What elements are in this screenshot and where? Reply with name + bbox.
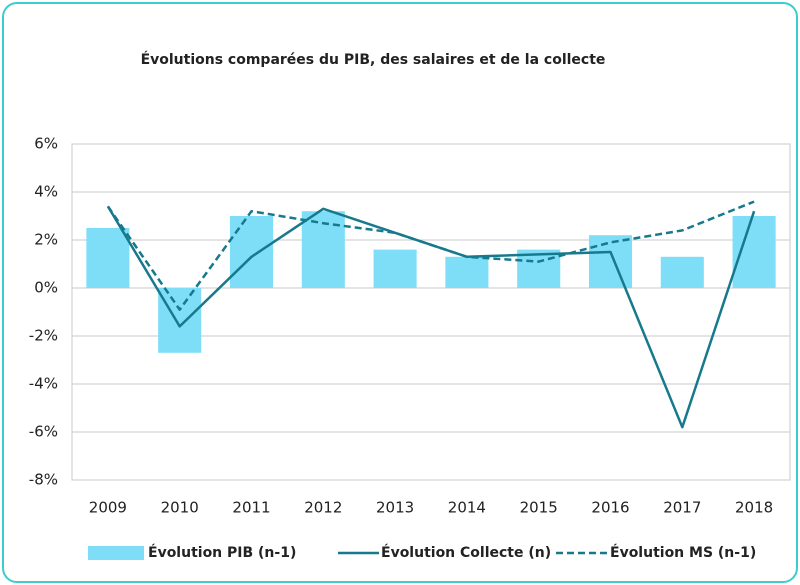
bar	[158, 288, 202, 353]
legend-label: Évolution PIB (n-1)	[148, 544, 296, 561]
x-tick-label: 2016	[591, 499, 629, 517]
y-tick-label: 4%	[34, 183, 58, 201]
x-tick-label: 2017	[663, 499, 701, 517]
y-tick-label: -8%	[29, 471, 58, 489]
legend-swatch	[88, 546, 144, 560]
line-series	[106, 200, 755, 311]
chart-title: Évolutions comparées du PIB, des salaire…	[141, 51, 606, 68]
bar	[588, 235, 633, 288]
bar	[445, 256, 489, 288]
y-tick-label: 2%	[34, 231, 58, 249]
y-tick-label: 6%	[34, 135, 58, 153]
x-tick-label: 2009	[89, 499, 127, 517]
y-tick-label: -6%	[29, 423, 58, 441]
x-tick-label: 2010	[161, 499, 199, 517]
x-tick-label: 2015	[520, 499, 558, 517]
x-tick-label: 2013	[376, 499, 414, 517]
legend-label: Évolution Collecte (n)	[381, 544, 551, 561]
x-tick-label: 2018	[735, 499, 773, 517]
plot-border	[71, 143, 791, 481]
x-tick-label: 2012	[304, 499, 342, 517]
bar	[732, 216, 776, 288]
bar	[373, 249, 417, 288]
x-tick-label: 2011	[232, 499, 270, 517]
bar	[229, 216, 274, 288]
legend-label: Évolution MS (n-1)	[610, 544, 756, 561]
bar	[86, 228, 130, 288]
y-tick-label: -4%	[29, 375, 58, 393]
y-tick-label: -2%	[29, 327, 58, 345]
bar	[660, 256, 704, 288]
y-tick-label: 0%	[34, 279, 58, 297]
x-tick-label: 2014	[448, 499, 486, 517]
